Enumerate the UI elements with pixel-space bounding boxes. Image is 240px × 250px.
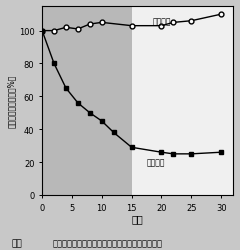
Bar [132, 7, 233, 195]
X-axis label: 時間: 時間 [132, 213, 144, 223]
Text: 図２: 図２ [12, 238, 23, 247]
Text: 細胞あり: 細胞あり [147, 158, 165, 167]
Text: 細胞なし: 細胞なし [152, 17, 171, 26]
Text: セシウム蓄積細菌を用いた放射性セシウムの除去: セシウム蓄積細菌を用いた放射性セシウムの除去 [53, 238, 163, 247]
Y-axis label: 水溶液中の放射能（%）: 水溶液中の放射能（%） [7, 74, 16, 128]
